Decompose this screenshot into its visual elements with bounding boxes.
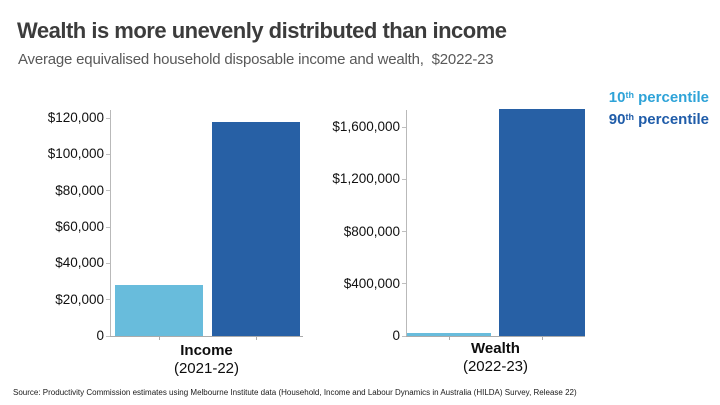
legend-item-90th-percentile: 90th percentile [609,108,709,130]
wealth-y-tick [402,335,406,337]
chart-subtitle: Average equivalised household disposable… [18,51,494,68]
wealth-x-axis [406,336,585,337]
income-y-tick [106,117,110,119]
income-category-title: Income [180,342,233,359]
legend-90-value: 90 [608,110,626,128]
income-y-tick-label: $100,000 [47,146,104,162]
income-category-label: Income (2021-22) [110,342,303,377]
wealth-y-tick-label: $800,000 [343,223,400,239]
income-y-tick [106,153,110,155]
income-y-tick-label: 0 [96,328,104,343]
income-y-tick-label: $80,000 [55,182,104,198]
wealth-chart: 0 $400,000 $800,000 $1,200,000 $1,600,000 We… [332,108,585,375]
legend: 10th percentile 90th percentile [609,86,709,129]
wealth-10th-percentile-bar [406,332,491,336]
wealth-y-axis [406,110,407,336]
income-y-tick [106,299,110,301]
income-x-axis [110,336,303,337]
wealth-y-tick-label: 0 [392,328,400,343]
wealth-plot-area: 0 $400,000 $800,000 $1,200,000 $1,600,000 [332,108,585,343]
legend-90-ordinal: th [625,111,634,122]
wealth-x-tick [448,336,450,340]
wealth-y-tick [402,283,406,285]
wealth-y-tick [402,178,406,180]
wealth-y-tick [402,126,406,128]
wealth-y-tick-label: $1,200,000 [332,171,400,187]
legend-10-ordinal: th [625,90,634,100]
income-10th-percentile-bar [115,285,203,336]
income-y-tick [106,335,110,337]
wealth-category-period: (2022-23) [462,357,529,375]
income-x-tick [255,336,257,340]
income-y-axis [110,110,111,336]
income-plot-area: 0 $20,000 $40,000 $60,000 $80,000 $100,000 $12… [48,110,303,343]
legend-10-value: 10 [608,89,626,106]
income-y-tick-label: $20,000 [55,291,104,307]
source-note: Source: Productivity Commission estimate… [13,388,577,397]
income-chart: 0 $20,000 $40,000 $60,000 $80,000 $100,000 $12… [48,110,303,377]
wealth-category-title: Wealth [471,340,520,357]
wealth-y-tick-label: $1,600,000 [332,119,400,135]
wealth-y-tick-label: $400,000 [343,275,400,291]
income-y-tick [106,190,110,192]
wealth-x-tick [542,336,543,340]
income-90th-percentile-bar [211,121,300,336]
income-y-tick [106,226,110,228]
wealth-y-tick [402,231,406,233]
legend-90-label: percentile [633,110,709,128]
income-y-tick-label: $60,000 [55,219,104,234]
income-y-tick-label: $40,000 [55,255,104,271]
wealth-category-label: Wealth (2022-23) [406,340,585,375]
legend-10-label: percentile [633,89,709,106]
chart-title: Wealth is more unevenly distributed than… [17,18,507,43]
income-y-tick [106,262,110,264]
income-category-period: (2021-22) [173,359,240,377]
income-x-tick [159,336,160,340]
legend-item-10th-percentile: 10th percentile [609,86,709,108]
wealth-90th-percentile-bar [499,109,585,336]
income-y-tick-label: $120,000 [47,110,104,125]
